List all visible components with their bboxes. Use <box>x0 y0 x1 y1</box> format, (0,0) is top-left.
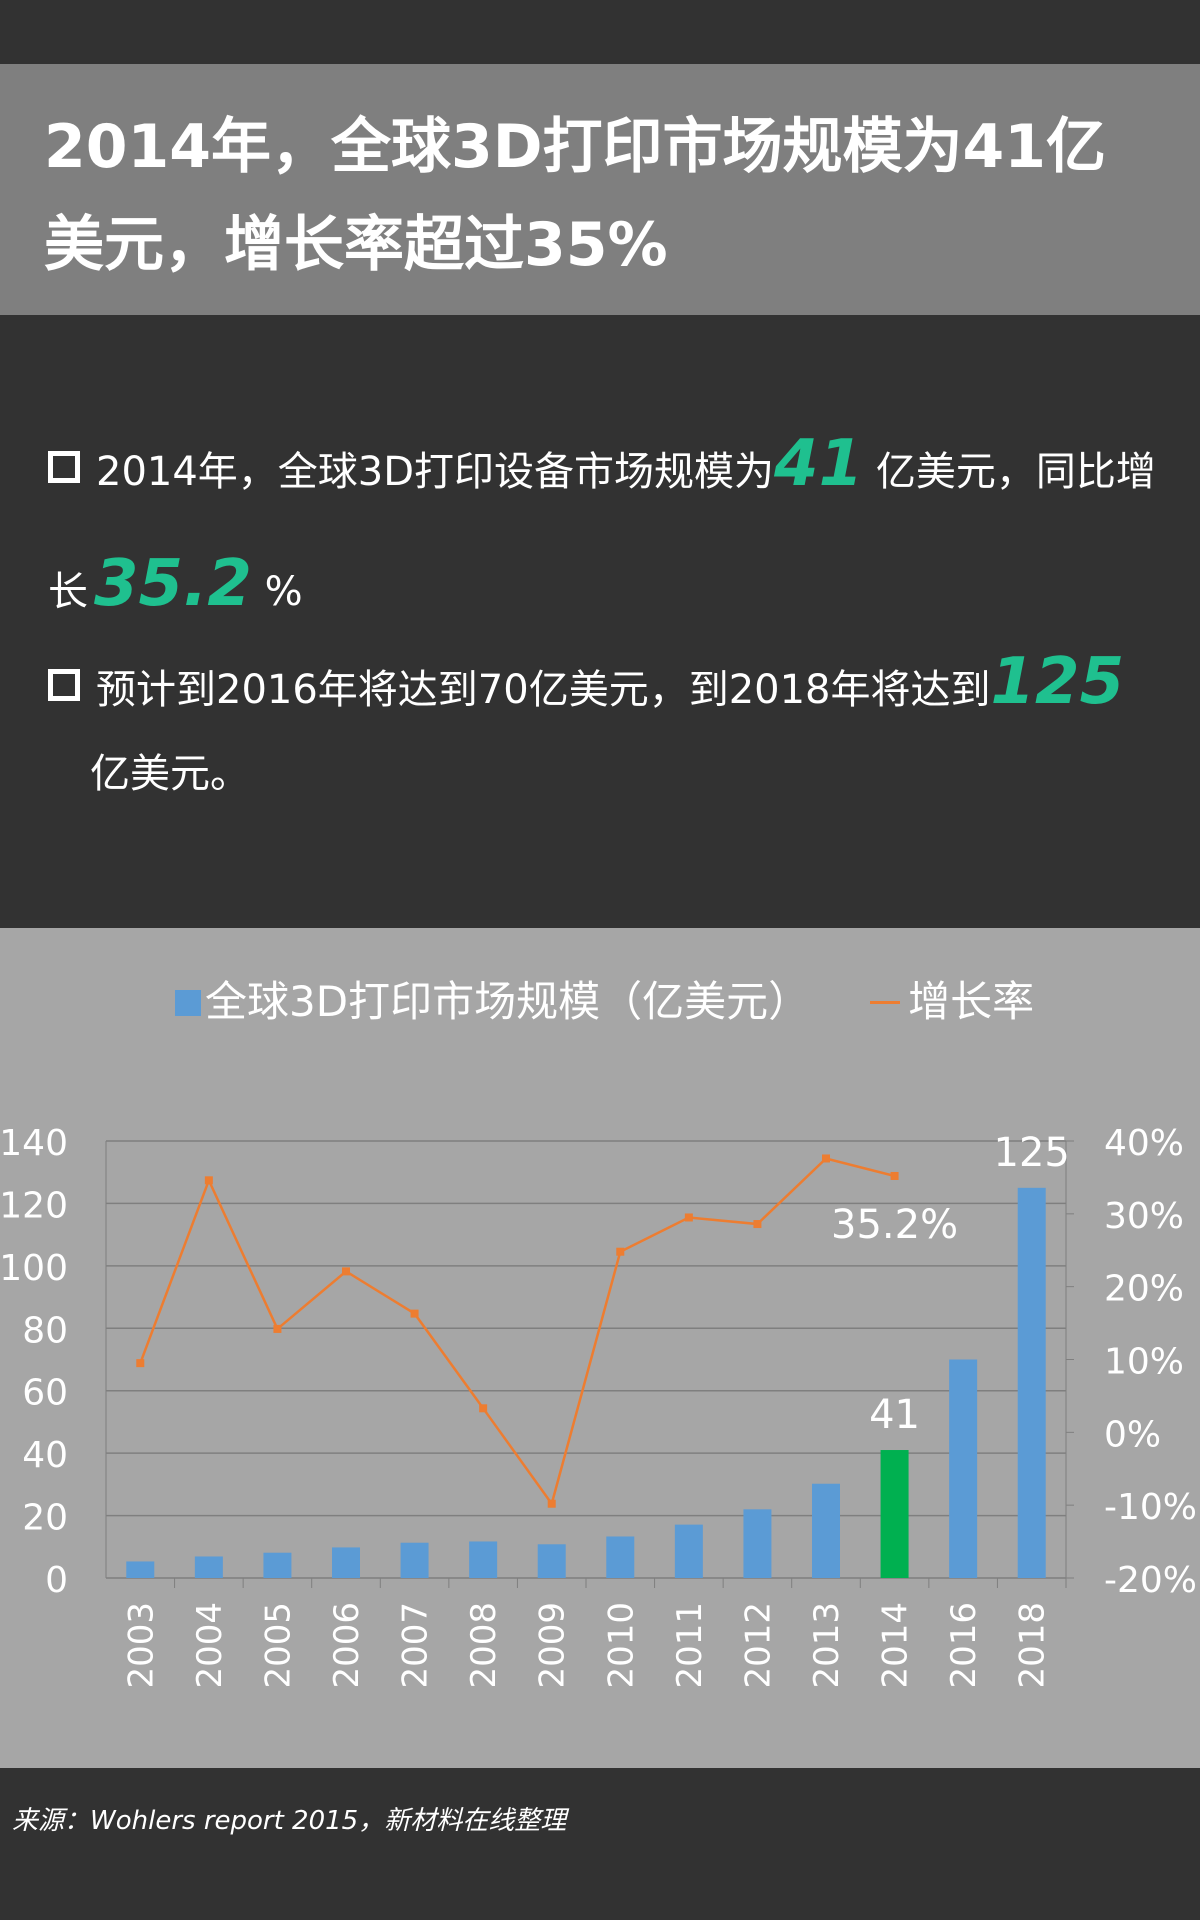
x-tick-label: 2008 <box>464 1602 504 1689</box>
y-right-tick-label: -10% <box>1104 1487 1197 1528</box>
y-left-tick-label: 40 <box>22 1435 68 1476</box>
bullet-text: 亿美元，同比增长 <box>48 449 1156 615</box>
bar-2012 <box>743 1509 772 1578</box>
combo-chart: 0 20 40 60 80 100 120 140 -20% -10% 0% 10% 20% 30% 40%… <box>0 1123 1197 1689</box>
bar-2008 <box>469 1541 498 1578</box>
line-point-2011 <box>684 1213 693 1222</box>
x-tick-label: 2006 <box>327 1602 367 1689</box>
line-point-2010 <box>616 1247 625 1256</box>
bar-2016 <box>949 1359 978 1578</box>
data-label: 125 <box>994 1130 1070 1176</box>
x-tick-label: 2012 <box>738 1602 778 1689</box>
x-tick-label: 2009 <box>533 1602 573 1689</box>
legend-label: 全球3D打印市场规模（亿美元） <box>205 977 811 1026</box>
y-right-tick-label: 20% <box>1104 1269 1184 1310</box>
line-point-2007 <box>410 1309 419 1318</box>
y-right-tick-label: 10% <box>1104 1342 1184 1383</box>
bar-2011 <box>674 1524 703 1578</box>
bar-2010 <box>606 1536 635 1578</box>
source-note: 来源：Wohlers report 2015，新材料在线整理 <box>12 1806 567 1836</box>
x-tick-label: 2011 <box>670 1602 710 1689</box>
bullet-2: 预计到2016年将达到70亿美元，到2018年将达到125 亿美元。 <box>48 640 1158 816</box>
x-tick-label: 2004 <box>190 1602 230 1689</box>
y-left-tick-label: 140 <box>0 1123 68 1164</box>
chart-area <box>0 928 1200 1768</box>
bar-2009 <box>537 1544 566 1578</box>
x-tick-label: 2007 <box>396 1602 436 1689</box>
bar-2003 <box>126 1561 155 1578</box>
x-tick-label: 2003 <box>121 1602 161 1689</box>
line-point-2004 <box>204 1176 213 1185</box>
line-point-2006 <box>342 1267 350 1276</box>
legend-item-bar: 全球3D打印市场规模（亿美元） <box>175 968 810 1029</box>
y-left-tick-label: 60 <box>22 1373 68 1414</box>
data-label: 35.2% <box>831 1202 958 1248</box>
square-bullet-icon <box>48 451 80 483</box>
line-point-2005 <box>273 1324 282 1333</box>
line-swatch-icon <box>870 1001 901 1004</box>
line-point-2014 <box>890 1171 899 1180</box>
bar-2013 <box>812 1483 840 1578</box>
bullet-text: 预计到2016年将达到70亿美元，到2018年将达到 <box>96 667 991 713</box>
y-left-tick-label: 20 <box>22 1498 68 1539</box>
highlight-number: 35.2 <box>94 547 252 621</box>
line-point-2012 <box>753 1220 762 1229</box>
y-right-tick-label: 30% <box>1104 1196 1184 1237</box>
y-left-tick-label: 80 <box>22 1310 68 1351</box>
bullet-text: 2014年，全球3D打印设备市场规模为 <box>96 449 775 495</box>
bar-2005 <box>263 1552 292 1578</box>
legend-label: 增长率 <box>908 977 1035 1026</box>
data-label: 41 <box>869 1392 920 1438</box>
square-bullet-icon <box>48 669 80 701</box>
line-point-2008 <box>479 1404 488 1413</box>
x-tick-label: 2010 <box>601 1602 641 1689</box>
line-point-2003 <box>136 1359 145 1368</box>
bullet-text: % <box>251 569 303 615</box>
growth-line <box>139 1157 895 1507</box>
bullet-1: 2014年，全球3D打印设备市场规模为41 亿美元，同比增长35.2 % <box>48 408 1158 648</box>
bar-swatch-icon <box>175 990 201 1016</box>
bar-2007 <box>400 1542 429 1578</box>
page-title: 2014年，全球3D打印市场规模为41亿美元，增长率超过35% <box>44 112 1107 280</box>
line-point-2013 <box>822 1154 830 1163</box>
bar-2006 <box>332 1547 360 1578</box>
bar-2014 <box>880 1450 909 1578</box>
title-band <box>0 64 1200 315</box>
y-left-tick-label: 0 <box>45 1560 68 1601</box>
bar-2018 <box>1017 1187 1046 1578</box>
highlight-number: 125 <box>990 645 1125 719</box>
y-left-tick-label: 120 <box>0 1185 68 1226</box>
x-tick-label: 2013 <box>807 1602 847 1689</box>
highlight-number: 41 <box>774 427 864 501</box>
x-tick-label: 2018 <box>1013 1602 1053 1689</box>
y-right-tick-label: 0% <box>1104 1414 1161 1455</box>
y-right-tick-label: -20% <box>1104 1560 1197 1601</box>
bullet-text: 亿美元。 <box>90 751 250 797</box>
x-tick-label: 2014 <box>876 1602 916 1689</box>
legend-item-line: 增长率 <box>870 968 1034 1029</box>
x-tick-label: 2016 <box>944 1602 984 1689</box>
y-left-tick-label: 100 <box>0 1248 68 1289</box>
bar-2004 <box>194 1556 223 1578</box>
x-tick-label: 2005 <box>258 1602 298 1689</box>
line-point-2009 <box>547 1499 556 1508</box>
y-right-tick-label: 40% <box>1104 1123 1184 1164</box>
legend: 全球3D打印市场规模（亿美元） 增长率 <box>175 968 1034 1029</box>
